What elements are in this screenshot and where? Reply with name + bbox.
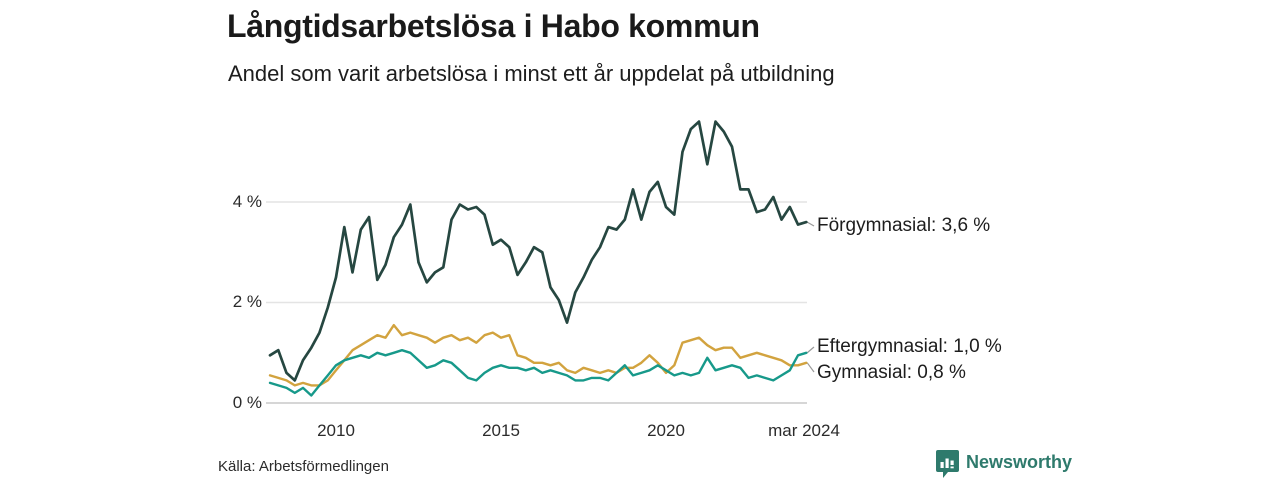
leader-line-eftergymnasial [806,346,815,354]
series-line-gymnasial [268,323,808,387]
x-axis-label-2020: 2020 [647,421,685,440]
chart-subtitle: Andel som varit arbetslösa i minst ett å… [228,61,835,86]
series-label-forgymnasial: Förgymnasial: 3,6 % [817,215,991,236]
source-note: Källa: Arbetsförmedlingen [218,458,389,475]
x-axis-label-2010: 2010 [317,421,355,440]
series-label-gymnasial: Gymnasial: 0,8 % [817,362,966,383]
series-line-förgymnasial [268,120,808,382]
y-axis-label-4: 4 % [232,192,262,211]
leader-line-gymnasial [806,362,815,373]
newsworthy-logo[interactable]: Newsworthy [936,450,1072,478]
newsworthy-wordmark: Newsworthy [966,452,1073,472]
series-label-eftergymnasial: Eftergymnasial: 1,0 % [817,336,1002,357]
x-axis-label-mar-2024: mar 2024 [768,421,840,440]
y-axis-label-0: 0 % [232,393,262,412]
newsworthy-icon [936,450,959,478]
x-axis-label-2015: 2015 [482,421,520,440]
leader-line-förgymnasial [806,221,815,227]
page-title: Långtidsarbetslösa i Habo kommun [227,8,760,44]
series-line-eftergymnasial [268,349,808,397]
y-axis-label-2: 2 % [232,292,262,311]
